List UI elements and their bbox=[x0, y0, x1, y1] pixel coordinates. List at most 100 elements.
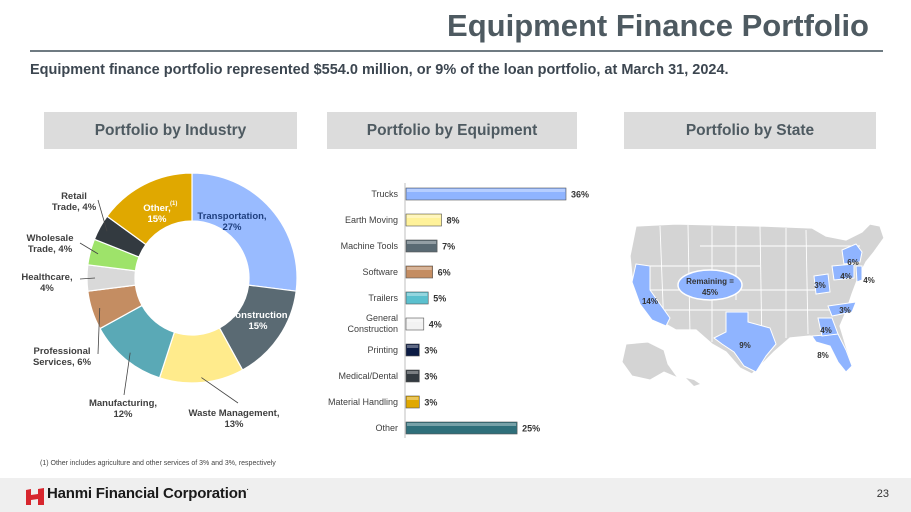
page-number: 23 bbox=[876, 488, 889, 500]
footer: Hanmi Financial Corporation. 23 bbox=[0, 478, 911, 512]
bar-value-4: 5% bbox=[433, 294, 446, 304]
donut-leader-3 bbox=[123, 352, 131, 396]
alaska-shape bbox=[621, 341, 680, 381]
footnote: (1) Other includes agriculture and other… bbox=[40, 460, 276, 467]
donut-leader-2 bbox=[201, 377, 239, 404]
donut-leader-6 bbox=[79, 242, 99, 255]
company-name: Hanmi Financial Corporation. bbox=[47, 485, 249, 502]
svg-text:Trade, 4%: Trade, 4% bbox=[28, 244, 73, 255]
page-subtitle: Equipment finance portfolio represented … bbox=[30, 62, 729, 78]
bar-category-9: Other bbox=[375, 423, 398, 433]
state-value-NJ: 4% bbox=[863, 276, 875, 285]
remaining-bubble bbox=[677, 269, 743, 301]
remaining-value: 45% bbox=[702, 288, 718, 297]
svg-text:Construction: Construction bbox=[228, 310, 287, 321]
svg-text:15%: 15% bbox=[147, 214, 167, 225]
state-value-FL: 8% bbox=[817, 351, 829, 360]
donut-leader-7 bbox=[97, 199, 108, 232]
svg-text:27%: 27% bbox=[222, 222, 242, 233]
bar-category-1: Earth Moving bbox=[345, 215, 398, 225]
bar-shine-3 bbox=[407, 267, 432, 270]
bar-category-7: Medical/Dental bbox=[338, 371, 398, 381]
bar-value-3: 6% bbox=[438, 268, 451, 278]
state-TX bbox=[713, 311, 777, 373]
state-GA bbox=[817, 317, 839, 337]
state-OH bbox=[813, 273, 831, 295]
bar-value-7: 3% bbox=[424, 372, 437, 382]
bar-value-0: 36% bbox=[571, 190, 589, 200]
svg-text:13%: 13% bbox=[224, 419, 244, 430]
svg-text:Other,: Other, bbox=[143, 203, 170, 214]
svg-text:Professional: Professional bbox=[33, 346, 90, 357]
svg-text:4%: 4% bbox=[40, 283, 54, 294]
bar-category-2: Machine Tools bbox=[341, 241, 399, 251]
donut-label-2: Waste Management,13% bbox=[189, 408, 280, 430]
state-value-CA: 14% bbox=[642, 297, 658, 306]
bar-shine-8 bbox=[407, 397, 419, 400]
state-value-PA: 4% bbox=[840, 272, 852, 281]
bar-5 bbox=[405, 317, 425, 331]
bar-1 bbox=[405, 213, 442, 227]
bar-7 bbox=[405, 369, 420, 383]
bar-value-2: 7% bbox=[442, 242, 455, 252]
svg-text:Services, 6%: Services, 6% bbox=[33, 357, 92, 368]
state-value-TX: 9% bbox=[739, 341, 751, 350]
bar-shine-4 bbox=[407, 293, 428, 296]
bar-shine-1 bbox=[407, 215, 441, 218]
bar-6 bbox=[405, 343, 420, 357]
page-title: Equipment Finance Portfolio bbox=[447, 8, 869, 43]
section-header-equipment: Portfolio by Equipment bbox=[327, 112, 577, 149]
svg-text:Transportation,: Transportation, bbox=[197, 211, 266, 222]
donut-slice-8 bbox=[106, 172, 193, 246]
svg-text:Construction: Construction bbox=[347, 324, 398, 334]
bar-3 bbox=[405, 265, 433, 279]
state-value-GA: 4% bbox=[820, 326, 832, 335]
state-FL bbox=[811, 333, 853, 373]
section-header-state: Portfolio by State bbox=[624, 112, 876, 149]
bar-8 bbox=[405, 395, 420, 409]
svg-text:15%: 15% bbox=[248, 321, 268, 332]
bar-value-8: 3% bbox=[424, 398, 437, 408]
bar-shine-9 bbox=[407, 423, 517, 426]
title-divider bbox=[30, 50, 883, 52]
bar-category-4: Trailers bbox=[368, 293, 398, 303]
svg-text:(1): (1) bbox=[170, 201, 177, 207]
donut-label-3: Manufacturing,12% bbox=[89, 398, 157, 420]
state-value-OH: 3% bbox=[814, 281, 826, 290]
state-value-NY: 6% bbox=[847, 258, 859, 267]
section-header-industry: Portfolio by Industry bbox=[44, 112, 297, 149]
state-PA bbox=[831, 263, 855, 281]
bar-value-5: 4% bbox=[429, 320, 442, 330]
hawaii-shape bbox=[686, 378, 700, 386]
state-NC bbox=[827, 301, 857, 317]
bar-shine-6 bbox=[407, 345, 419, 348]
bar-value-6: 3% bbox=[424, 346, 437, 356]
bar-4 bbox=[405, 291, 429, 305]
state-value-NC: 3% bbox=[839, 306, 851, 315]
bar-category-6: Printing bbox=[367, 345, 398, 355]
bar-shine-0 bbox=[407, 189, 565, 192]
donut-leader-4 bbox=[97, 307, 101, 355]
donut-label-8: Other,15% (1) bbox=[143, 201, 177, 225]
bar-9 bbox=[405, 421, 518, 435]
svg-text:Wholesale: Wholesale bbox=[27, 233, 74, 244]
bar-shine-2 bbox=[407, 241, 437, 244]
bar-shine-5 bbox=[407, 319, 423, 322]
bar-category-3: Software bbox=[362, 267, 398, 277]
svg-text:Waste Management,: Waste Management, bbox=[189, 408, 280, 419]
donut-leader-5 bbox=[79, 277, 96, 280]
svg-text:Trade, 4%: Trade, 4% bbox=[52, 202, 97, 213]
state-CA bbox=[631, 263, 671, 327]
donut-label-0: Transportation,27% bbox=[197, 211, 266, 233]
bar-category-0: Trucks bbox=[371, 189, 398, 199]
donut-label-5: Healthcare,4% bbox=[21, 272, 72, 294]
svg-text:Healthcare,: Healthcare, bbox=[21, 272, 72, 283]
state-NY bbox=[841, 243, 863, 265]
